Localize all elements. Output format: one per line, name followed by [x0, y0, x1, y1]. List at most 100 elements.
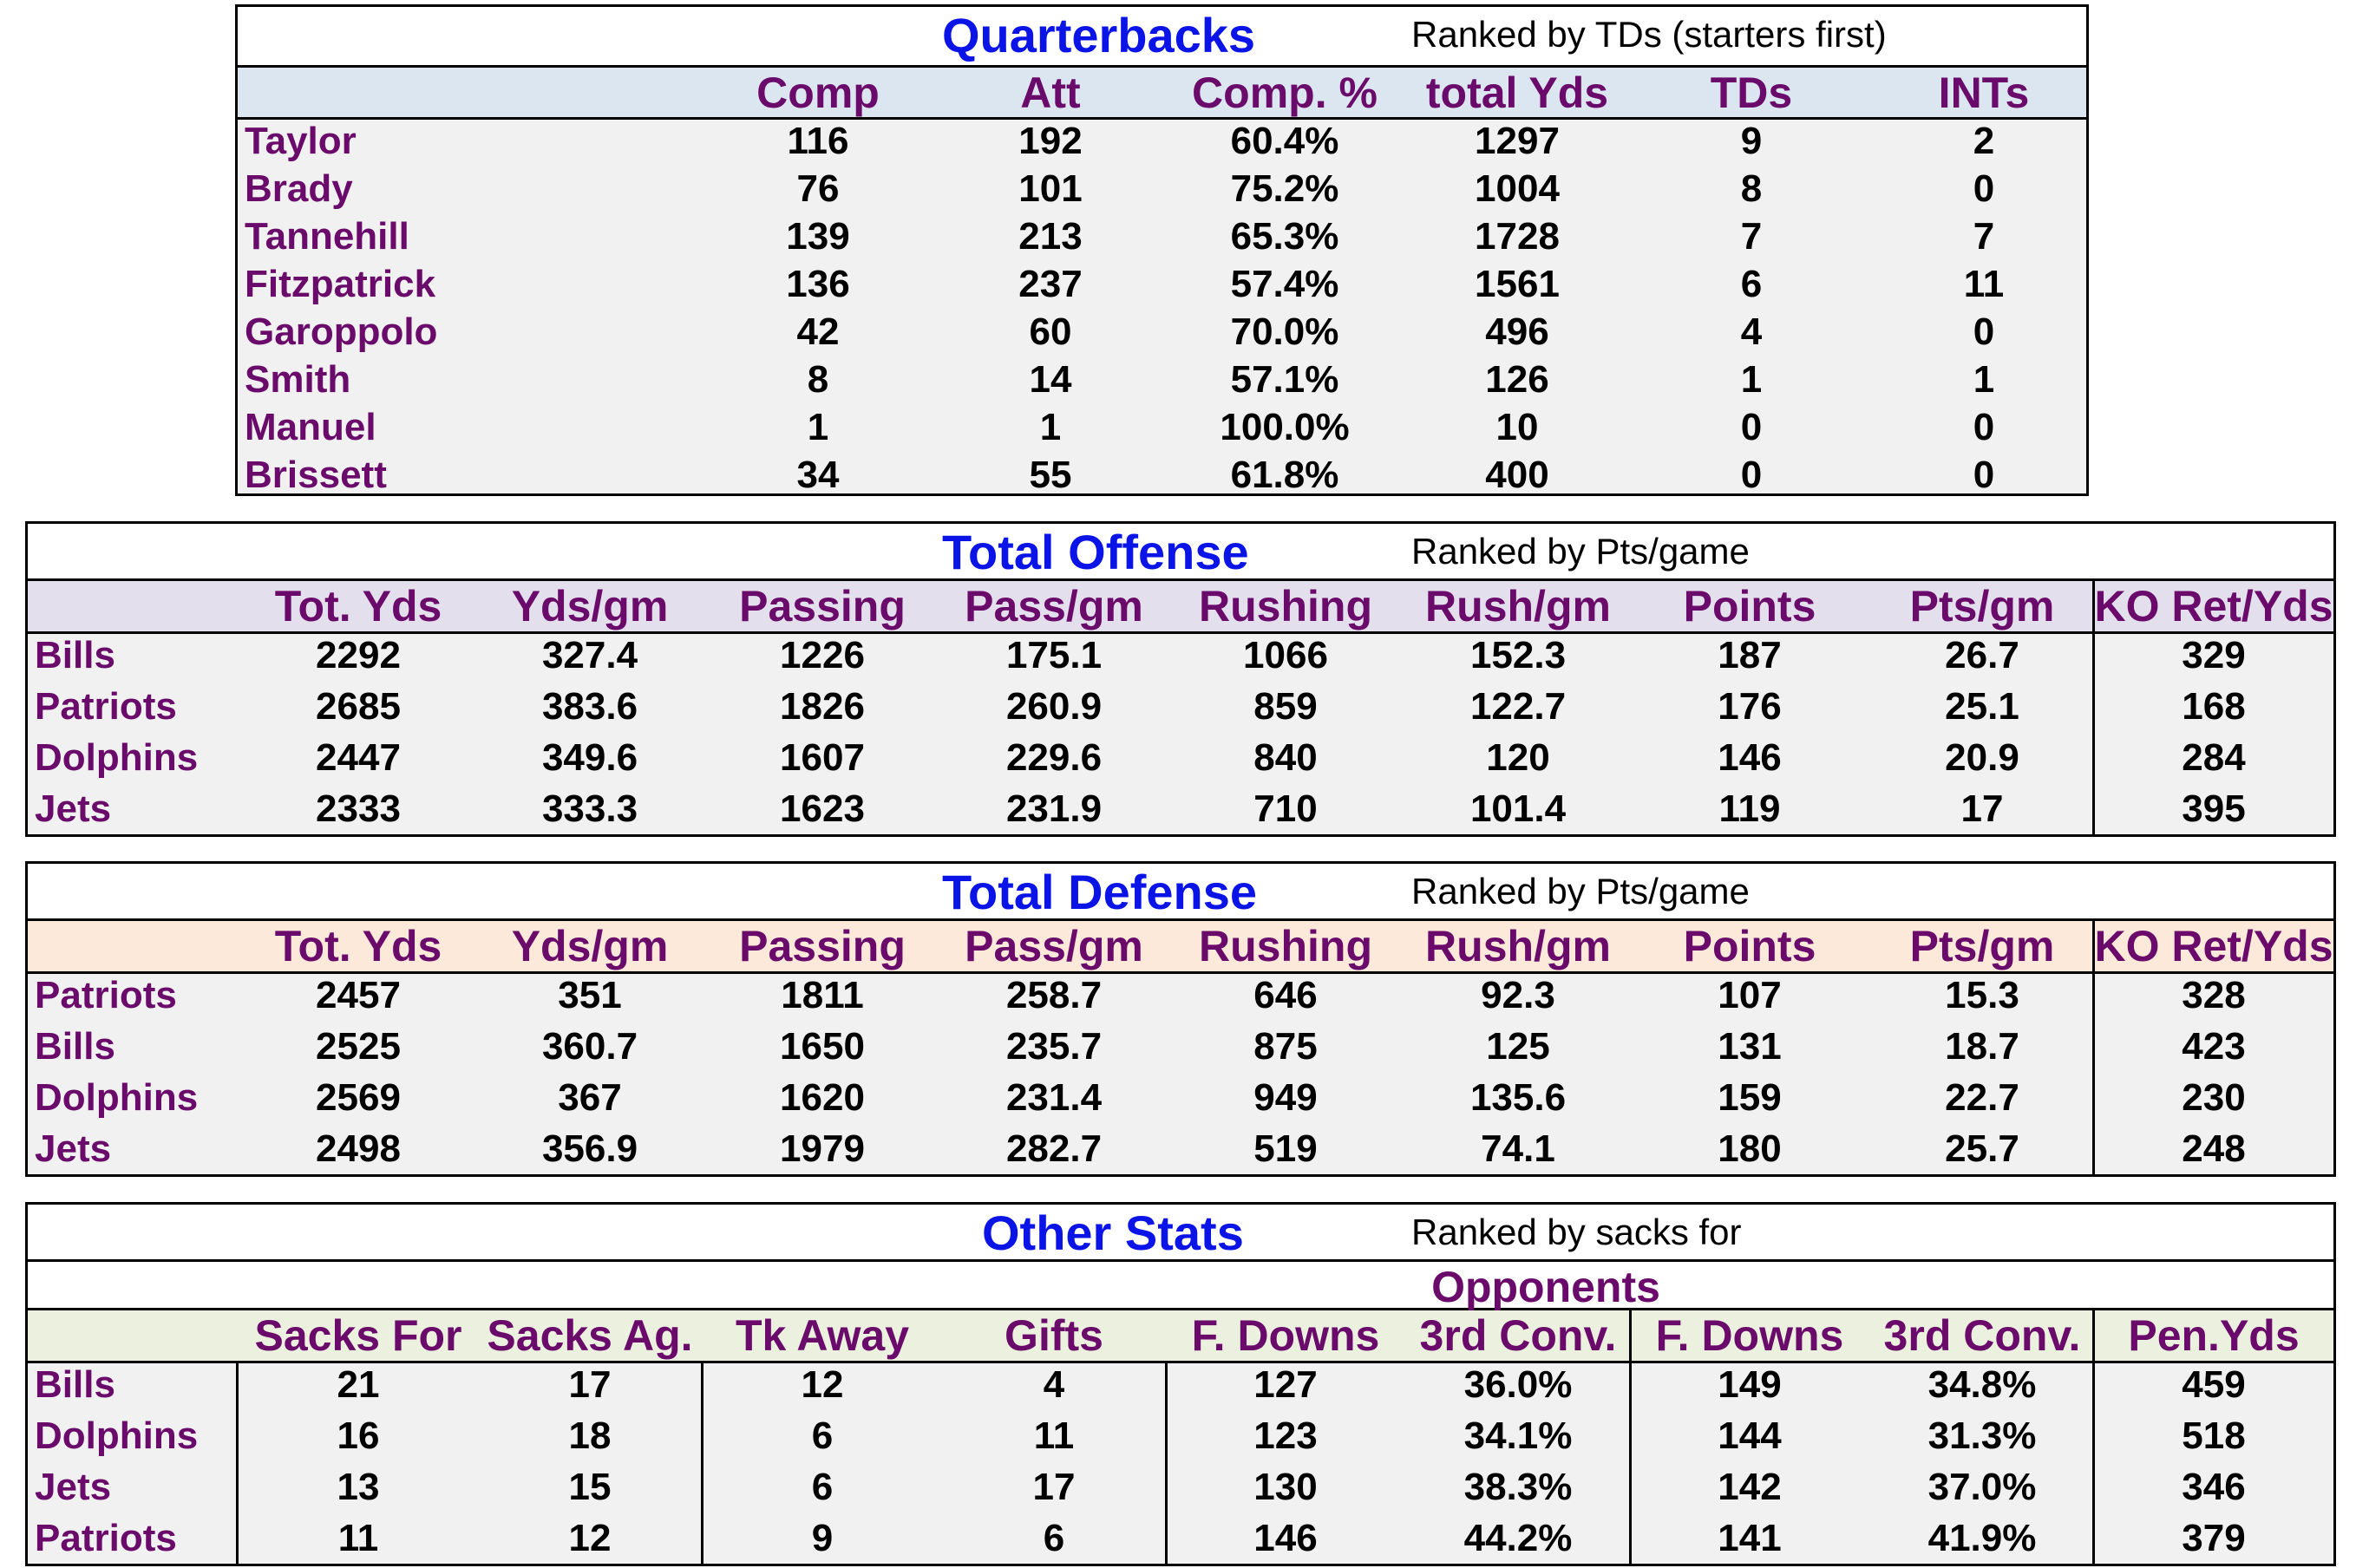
table-cell: 284: [2182, 736, 2246, 779]
row-label: Garoppolo: [245, 310, 438, 353]
column-header: Yds/gm: [511, 582, 669, 630]
table-cell: 42: [796, 310, 840, 353]
table-cell: 282.7: [1005, 1127, 1103, 1170]
table-cell: 38.3%: [1463, 1466, 1573, 1508]
defense-body: Patriots 2457 351 1811 258.7 646 92.3 107 15.3 32…: [28, 974, 2333, 1174]
table-cell: 1623: [780, 787, 865, 830]
table-cell: 4: [1740, 310, 1763, 353]
table-row: Dolphins 2569 367 1620 231.4 949 135.6 159 22.7 2…: [28, 1076, 2333, 1127]
row-label: Patriots: [35, 974, 177, 1016]
table-cell: 122.7: [1469, 685, 1567, 728]
column-header: Passing: [739, 582, 906, 630]
column-header: Tot. Yds: [274, 582, 442, 630]
table-cell: 1297: [1475, 120, 1560, 162]
table-cell: 11: [337, 1517, 379, 1559]
table-cell: 70.0%: [1230, 310, 1339, 353]
table-cell: 168: [2182, 685, 2246, 728]
table-cell: 229.6: [1005, 736, 1103, 779]
table-cell: 65.3%: [1230, 215, 1339, 258]
other-divider-2: [701, 1363, 704, 1564]
row-label: Bills: [35, 1363, 115, 1406]
table-cell: 260.9: [1005, 685, 1103, 728]
table-cell: 36.0%: [1463, 1363, 1573, 1406]
table-cell: 125: [1486, 1025, 1550, 1068]
table-cell: 44.2%: [1463, 1517, 1573, 1559]
table-cell: 159: [1718, 1076, 1782, 1119]
table-cell: 8: [1740, 167, 1763, 210]
table-cell: 1650: [780, 1025, 865, 1068]
table-cell: 34.8%: [1927, 1363, 2037, 1406]
table-cell: 7: [1740, 215, 1763, 258]
column-header: KO Ret/Yds: [2094, 582, 2333, 630]
table-cell: 0: [1973, 310, 1995, 353]
row-label: Jets: [35, 1466, 112, 1508]
table-cell: 144: [1718, 1414, 1782, 1457]
table-cell: 18: [568, 1414, 612, 1457]
table-cell: 356.9: [541, 1127, 638, 1170]
column-header: Rush/gm: [1425, 922, 1611, 970]
table-cell: 139: [786, 215, 850, 258]
table-cell: 213: [1018, 215, 1083, 258]
table-cell: 327.4: [541, 634, 638, 676]
table-row: Brady 76 101 75.2% 1004 8 0: [238, 167, 2086, 215]
table-cell: 1: [1039, 406, 1062, 448]
table-cell: 25.1: [1945, 685, 2019, 728]
table-cell: 6: [811, 1466, 834, 1508]
table-cell: 1066: [1243, 634, 1328, 676]
row-label: Manuel: [245, 406, 376, 448]
table-cell: 20.9: [1945, 736, 2019, 779]
table-cell: 15: [568, 1466, 612, 1508]
table-cell: 123: [1253, 1414, 1318, 1457]
table-cell: 75.2%: [1230, 167, 1339, 210]
table-cell: 351: [558, 974, 622, 1016]
column-header: Points: [1683, 922, 1816, 970]
table-cell: 2333: [316, 787, 401, 830]
column-header: Pass/gm: [965, 922, 1143, 970]
table-cell: 146: [1718, 736, 1782, 779]
table-cell: 74.1: [1481, 1127, 1555, 1170]
column-header: F. Downs: [1191, 1311, 1380, 1360]
table-cell: 2292: [316, 634, 401, 676]
table-cell: 2447: [316, 736, 401, 779]
table-cell: 126: [1485, 358, 1549, 401]
row-label: Jets: [35, 1127, 112, 1170]
table-cell: 149: [1718, 1363, 1782, 1406]
quarterbacks-subtitle: Ranked by TDs (starters first): [1411, 14, 1887, 55]
row-label: Bills: [35, 634, 115, 676]
column-header: Tk Away: [735, 1311, 910, 1360]
table-cell: 367: [558, 1076, 622, 1119]
table-cell: 11: [1033, 1414, 1075, 1457]
table-cell: 16: [337, 1414, 380, 1457]
table-cell: 8: [807, 358, 829, 401]
table-cell: 2457: [316, 974, 401, 1016]
offense-table: Total Offense Ranked by Pts/game Tot. Yd…: [25, 521, 2336, 837]
table-cell: 1: [1973, 358, 1995, 401]
table-cell: 360.7: [541, 1025, 638, 1068]
table-cell: 9: [811, 1517, 834, 1559]
table-cell: 101.4: [1469, 787, 1567, 830]
other-subtitle: Ranked by sacks for: [1411, 1212, 1742, 1252]
other-title: Other Stats: [982, 1205, 1244, 1260]
table-cell: 127: [1253, 1363, 1318, 1406]
table-cell: 423: [2182, 1025, 2246, 1068]
column-header: 3rd Conv.: [1883, 1311, 2081, 1360]
table-cell: 175.1: [1005, 634, 1103, 676]
table-cell: 120: [1486, 736, 1550, 779]
other-stats-table: Other Stats Ranked by sacks for Opponent…: [25, 1202, 2336, 1566]
table-row: Patriots 11 12 9 6 146 44.2% 141 41.9% 379: [28, 1517, 2333, 1568]
column-header: total Yds: [1425, 69, 1609, 117]
column-header: Att: [1020, 69, 1081, 117]
table-cell: 60.4%: [1230, 120, 1339, 162]
column-header: Pts/gm: [1909, 922, 2055, 970]
other-group-row: Opponents: [28, 1262, 2333, 1311]
table-cell: 231.9: [1005, 787, 1103, 830]
table-cell: 146: [1253, 1517, 1318, 1559]
other-divider-4: [1629, 1310, 1632, 1564]
table-cell: 9: [1740, 120, 1763, 162]
row-label: Fitzpatrick: [245, 263, 436, 305]
table-cell: 710: [1253, 787, 1318, 830]
table-cell: 55: [1029, 454, 1072, 496]
table-row: Taylor 116 192 60.4% 1297 9 2: [238, 120, 2086, 167]
table-cell: 258.7: [1005, 974, 1103, 1016]
table-cell: 328: [2182, 974, 2246, 1016]
